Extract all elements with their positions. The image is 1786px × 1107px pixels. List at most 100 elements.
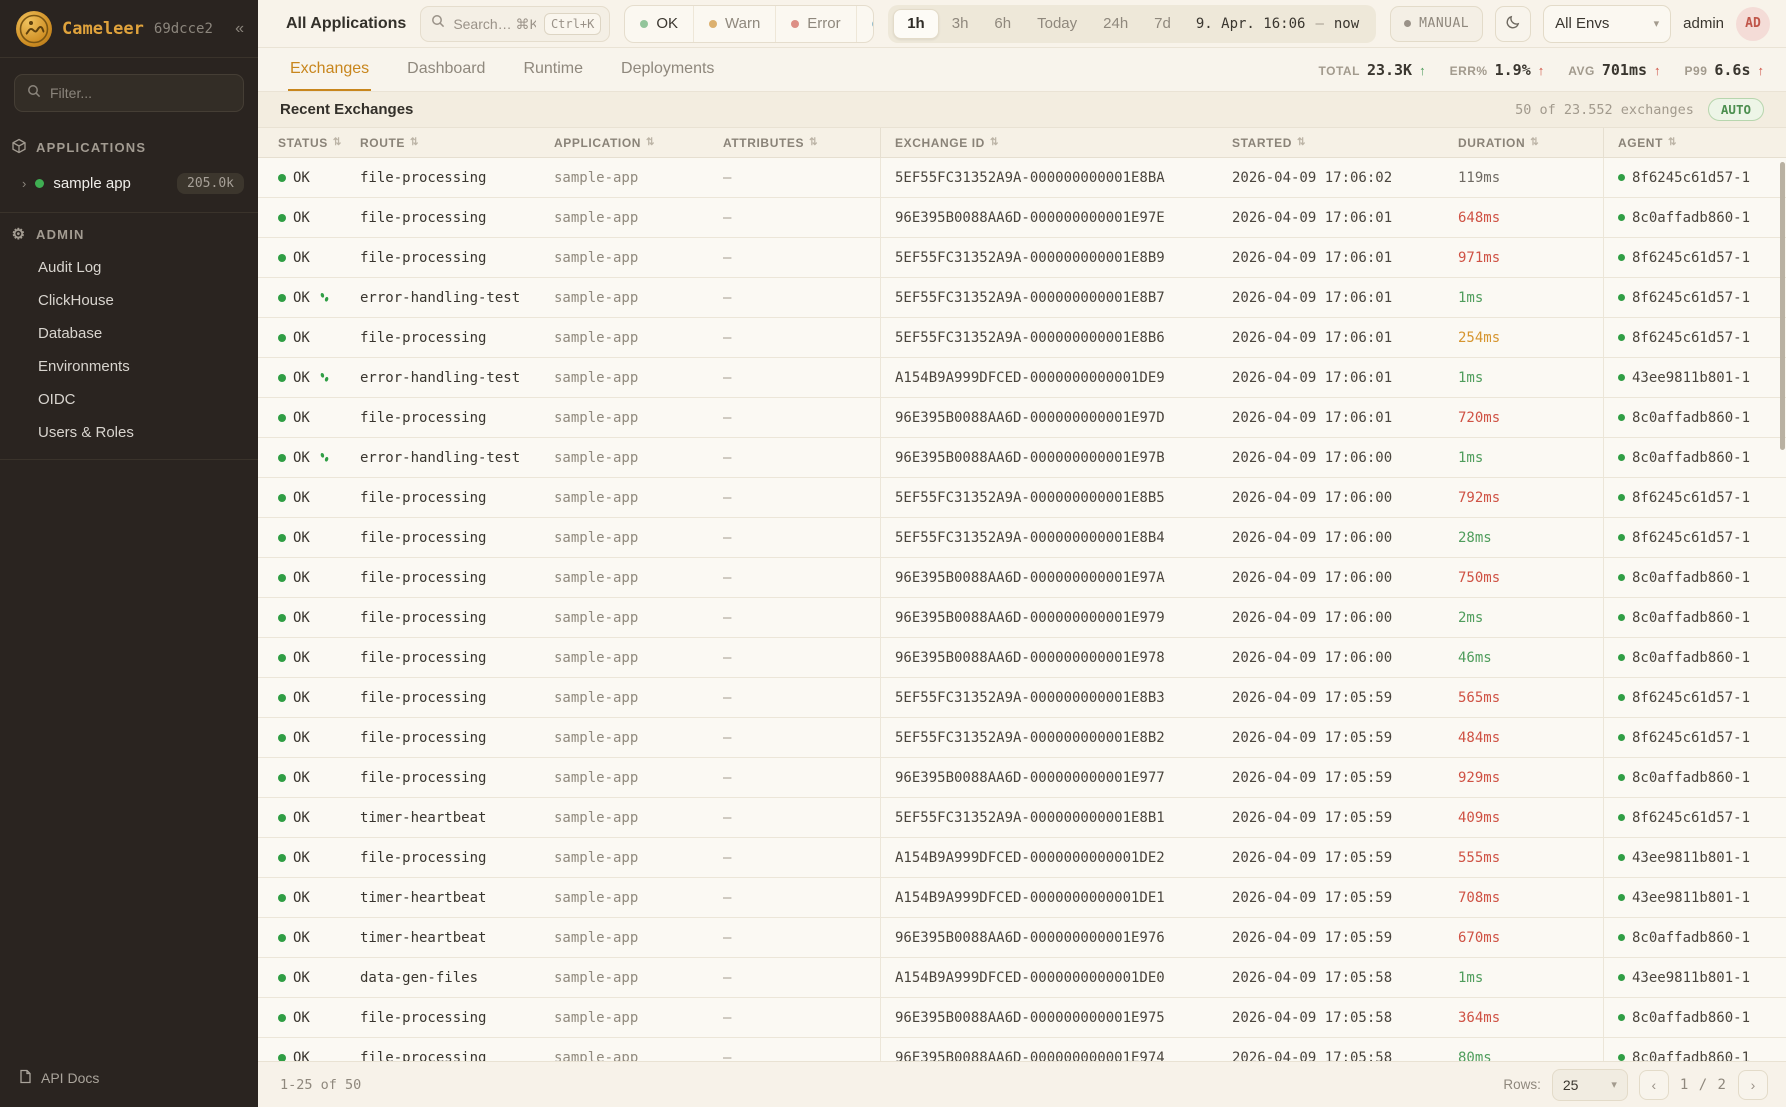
top-bar: All Applications Ctrl+K OK Warn Error Runni… [258, 0, 1786, 48]
ok-dot-icon [278, 693, 286, 702]
main-area: All Applications Ctrl+K OK Warn Error Runni… [258, 0, 1786, 1107]
time-range-today[interactable]: Today [1037, 15, 1078, 32]
table-row[interactable]: OK error-handling-test sample-app — 5EF55FC3… [258, 278, 1786, 318]
table-row[interactable]: OK timer-heartbeat sample-app — 5EF55FC31352… [258, 798, 1786, 838]
table-row[interactable]: OK timer-heartbeat sample-app — A154B9A999DF… [258, 878, 1786, 918]
table-row[interactable]: OK timer-heartbeat sample-app — 96E395B0088A… [258, 918, 1786, 958]
manual-refresh-button[interactable]: MANUAL [1390, 5, 1484, 42]
package-icon [10, 138, 28, 157]
search-box[interactable]: Ctrl+K [420, 5, 611, 42]
tab-runtime[interactable]: Runtime [523, 59, 584, 77]
cell-agent: 43ee9811b801-1 [1603, 878, 1776, 917]
time-range-6h[interactable]: 6h [994, 15, 1012, 32]
scrollbar-thumb[interactable] [1780, 162, 1785, 450]
next-page-button[interactable]: › [1738, 1069, 1768, 1100]
table-row[interactable]: OK file-processing sample-app — 96E395B0088A… [258, 598, 1786, 638]
chevron-right-icon[interactable]: › [22, 176, 27, 191]
cell-status: OK [278, 970, 360, 986]
status-filter-running[interactable]: Running [855, 5, 874, 42]
time-range-3h[interactable]: 3h [951, 15, 969, 32]
auto-refresh-badge[interactable]: AUTO [1707, 98, 1764, 121]
status-label: OK [293, 569, 310, 586]
agent-dot-icon [1618, 374, 1625, 381]
sidebar-item-oidc[interactable]: OIDC [38, 391, 76, 408]
sidebar-item-environments[interactable]: Environments [38, 358, 130, 375]
env-select[interactable]: All Envs ▾ [1543, 4, 1672, 43]
status-label: OK [293, 169, 310, 186]
cell-attributes: — [723, 409, 732, 426]
table-row[interactable]: OK file-processing sample-app — 96E395B0088A… [258, 198, 1786, 238]
tab-exchanges[interactable]: Exchanges [288, 48, 372, 91]
theme-toggle-button[interactable] [1495, 5, 1532, 42]
sidebar-item-sample-app[interactable]: › sample app 205.0k [0, 165, 258, 202]
status-label: OK [293, 769, 310, 786]
column-header-status[interactable]: STATUS ⇅ [278, 136, 360, 150]
rows-per-page-select[interactable]: 25 ▾ [1551, 1068, 1628, 1101]
table-row[interactable]: OK data-gen-files sample-app — A154B9A999DFC… [258, 958, 1786, 998]
table-row[interactable]: OK error-handling-test sample-app — 96E395B0… [258, 438, 1786, 478]
sidebar-item-api-docs[interactable]: API Docs [0, 1053, 258, 1107]
column-header-exchange-id[interactable]: EXCHANGE ID ⇅ [880, 128, 1232, 157]
table-row[interactable]: OK file-processing sample-app — 96E395B0088A… [258, 558, 1786, 598]
table-row[interactable]: OK file-processing sample-app — 5EF55FC31352… [258, 238, 1786, 278]
ok-dot-icon [278, 493, 286, 502]
column-label: STARTED [1232, 135, 1292, 150]
filter-input[interactable] [50, 85, 231, 101]
sidebar-item-clickhouse[interactable]: ClickHouse [38, 292, 114, 309]
brand-name: Cameleer [62, 18, 144, 39]
time-range-24h[interactable]: 24h [1103, 15, 1129, 32]
tab-dashboard[interactable]: Dashboard [407, 59, 486, 77]
agent-dot-icon [1618, 894, 1625, 901]
table-row[interactable]: OK error-handling-test sample-app — A154B9A9… [258, 358, 1786, 398]
scrollbar[interactable] [1779, 158, 1785, 1061]
status-label: OK [293, 809, 310, 826]
stat-avg: AVG 701ms ↑ [1568, 61, 1660, 79]
table-row[interactable]: OK file-processing sample-app — 96E395B0088A… [258, 758, 1786, 798]
column-header-duration[interactable]: DURATION ⇅ [1458, 136, 1603, 150]
time-range-1h[interactable]: 1h [893, 8, 939, 39]
column-header-started[interactable]: STARTED ⇅ [1232, 136, 1458, 150]
time-display[interactable]: 9. Apr. 16:06 — now [1184, 16, 1371, 32]
column-header-application[interactable]: APPLICATION ⇅ [554, 136, 723, 150]
status-label: OK [293, 409, 310, 426]
table-row[interactable]: OK file-processing sample-app — 96E395B0088A… [258, 998, 1786, 1038]
cell-agent: 8c0affadb860-1 [1603, 638, 1776, 677]
status-filter-warn[interactable]: Warn [693, 5, 775, 42]
table-row[interactable]: OK file-processing sample-app — 5EF55FC31352… [258, 478, 1786, 518]
table-row[interactable]: OK file-processing sample-app — 5EF55FC31352… [258, 518, 1786, 558]
filter-box[interactable] [14, 74, 244, 112]
table-row[interactable]: OK file-processing sample-app — 5EF55FC31352… [258, 678, 1786, 718]
table-row[interactable]: OK file-processing sample-app — 96E395B0088A… [258, 398, 1786, 438]
prev-page-button[interactable]: ‹ [1638, 1069, 1669, 1100]
column-header-attributes[interactable]: ATTRIBUTES ⇅ [723, 136, 880, 150]
cell-started: 2026-04-09 17:05:59 [1232, 929, 1393, 946]
stat-label: TOTAL [1318, 63, 1360, 78]
table-row[interactable]: OK file-processing sample-app — A154B9A999DF… [258, 838, 1786, 878]
time-range-7d[interactable]: 7d [1154, 15, 1171, 32]
cell-status: OK [278, 490, 360, 506]
status-filter-ok[interactable]: OK [625, 6, 693, 42]
table-row[interactable]: OK file-processing sample-app — 96E395B0088A… [258, 1038, 1786, 1061]
app-count-badge: 205.0k [177, 173, 244, 194]
table-row[interactable]: OK file-processing sample-app — 96E395B0088A… [258, 638, 1786, 678]
column-header-agent[interactable]: AGENT ⇅ [1603, 128, 1776, 157]
agent-dot-icon [1618, 1014, 1625, 1021]
sidebar-item-audit-log[interactable]: Audit Log [38, 259, 102, 276]
cell-route: file-processing [360, 529, 487, 546]
status-label: OK [293, 489, 310, 506]
agent-dot-icon [1618, 774, 1625, 781]
avatar[interactable]: AD [1736, 6, 1770, 41]
table-row[interactable]: OK file-processing sample-app — 5EF55FC31352… [258, 318, 1786, 358]
sidebar-item-database[interactable]: Database [38, 325, 103, 342]
table-row[interactable]: OK file-processing sample-app — 5EF55FC31352… [258, 718, 1786, 758]
sidebar-item-users-roles[interactable]: Users & Roles [38, 424, 134, 441]
column-header-route[interactable]: ROUTE ⇅ [360, 136, 554, 150]
ok-dot-icon [278, 1053, 286, 1061]
status-filter-error[interactable]: Error [775, 5, 855, 42]
tab-deployments[interactable]: Deployments [621, 59, 715, 77]
search-input[interactable] [453, 15, 536, 32]
applications-section-header: APPLICATIONS [0, 126, 258, 165]
cell-started: 2026-04-09 17:06:00 [1232, 609, 1393, 626]
sidebar-collapse-icon[interactable]: « [235, 19, 244, 37]
table-row[interactable]: OK file-processing sample-app — 5EF55FC31352… [258, 158, 1786, 198]
